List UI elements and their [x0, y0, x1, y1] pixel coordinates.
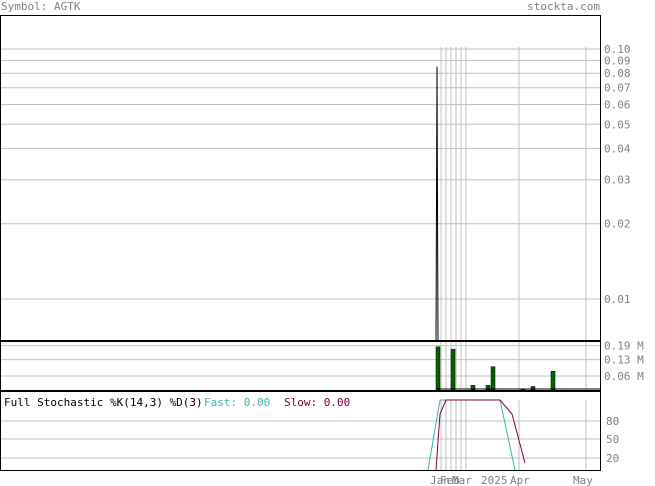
volume-tick-label: 0.13 M	[604, 354, 644, 367]
volume-bar	[435, 346, 441, 391]
price-tick-label: 0.05	[604, 118, 631, 131]
volume-tick-label: 0.19 M	[604, 340, 644, 353]
stoch-slow-label: Slow: 0.00	[284, 396, 350, 409]
stoch-tick-label: 20	[606, 452, 619, 465]
volume-bar	[550, 371, 556, 391]
volume-panel-border	[0, 341, 601, 391]
price-panel-border	[0, 15, 601, 341]
stoch-title: Full Stochastic %K(14,3) %D(3)	[4, 396, 203, 409]
x-tick-label: Apr	[510, 474, 530, 486]
x-tick-label: May	[573, 474, 593, 486]
symbol-label: Symbol: AGTK	[1, 0, 81, 13]
price-tick-label: 0.01	[604, 293, 631, 306]
stoch-fast-label: Fast: 0.00	[204, 396, 270, 409]
price-tick-label: 0.08	[604, 67, 631, 80]
volume-tick-label: 0.06 M	[604, 370, 644, 383]
price-tick-label: 0.06	[604, 98, 631, 111]
site-label[interactable]: stockta.com	[527, 0, 600, 13]
x-tick-label: Mar	[452, 474, 472, 486]
stoch-tick-label: 80	[606, 415, 619, 428]
volume-bar	[450, 348, 456, 391]
price-tick-label: 0.02	[604, 218, 631, 231]
price-tick-label: 0.07	[604, 82, 631, 95]
volume-bar	[490, 366, 496, 391]
price-tick-label: 0.10	[604, 43, 631, 56]
stoch-slow-line	[435, 399, 526, 471]
price-tick-label: 0.09	[604, 54, 631, 67]
price-line	[435, 66, 439, 341]
x-tick-label: 2025	[481, 474, 508, 486]
price-tick-label: 0.03	[604, 174, 631, 187]
stoch-panel-border	[0, 391, 601, 471]
x-tick-label: Jan	[430, 474, 450, 486]
stoch-tick-label: 50	[606, 433, 619, 446]
price-tick-label: 0.04	[604, 142, 631, 155]
x-tick-label: Feb	[440, 474, 460, 486]
